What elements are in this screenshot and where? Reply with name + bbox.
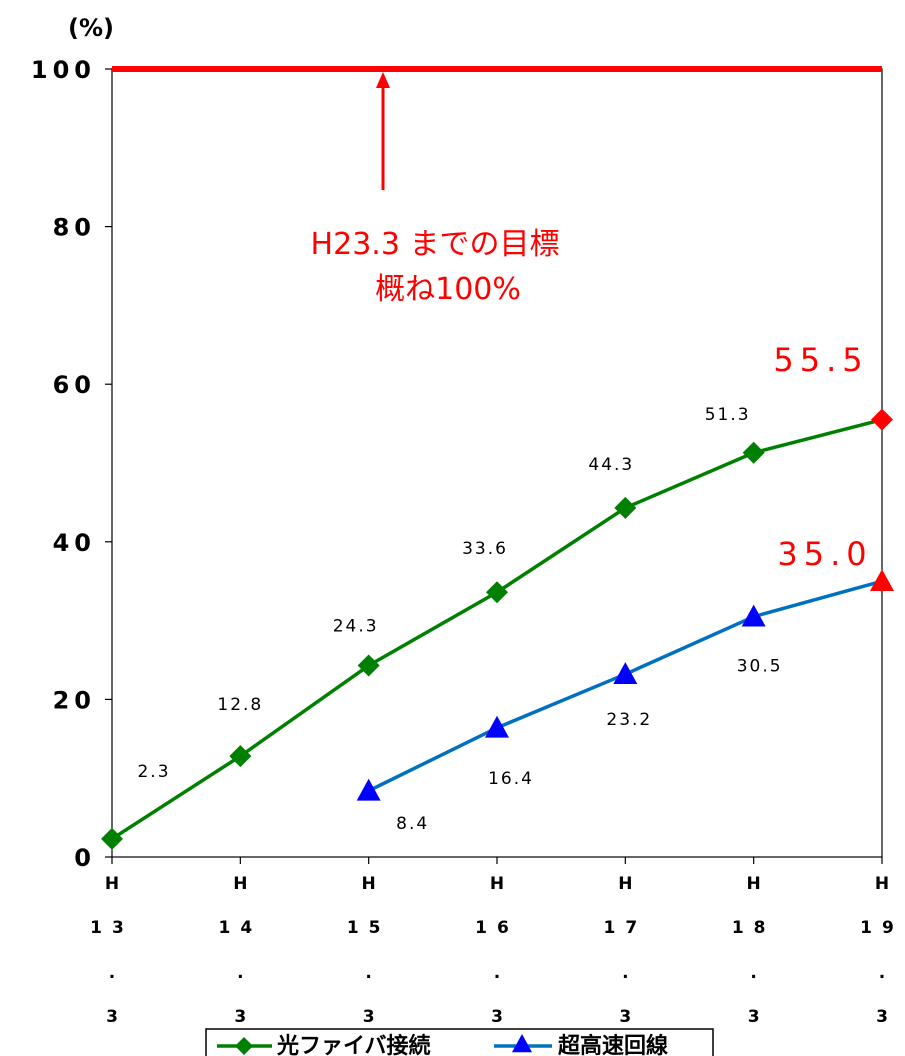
triangle-marker [512, 1034, 532, 1053]
data-label: 33.6 [462, 539, 508, 559]
x-tick-label: 3 [106, 1007, 118, 1027]
x-tick-label: H [618, 874, 632, 894]
diamond-marker [357, 654, 380, 677]
y-tick-label: 0 [74, 844, 96, 872]
y-tick-label: 60 [53, 371, 96, 399]
diamond-marker [486, 581, 508, 604]
data-labels: 2.3 12.8 24.3 33.6 44.3 51.3 55.5 8.4 16.4 23.2 30… [137, 341, 872, 834]
annotation-line: 概ね100% [375, 272, 521, 307]
x-tick-label: 3 [234, 1007, 246, 1027]
triangle-marker [356, 778, 381, 801]
x-tick-label: . [494, 963, 500, 983]
series-high-speed [356, 569, 894, 801]
x-tick-label: 13 [90, 918, 134, 938]
x-tick-label: 3 [619, 1007, 631, 1027]
series-line [367, 579, 883, 793]
x-tick-label: . [365, 963, 371, 983]
x-tick-label: 3 [748, 1007, 760, 1027]
x-tick-label: 3 [363, 1007, 375, 1027]
triangle-marker [741, 604, 766, 627]
target-arrow-head [376, 72, 390, 88]
y-tick-label: 20 [53, 686, 96, 714]
x-tick-label: . [750, 963, 756, 983]
x-tick-label: H [490, 874, 504, 894]
x-tick-label: 17 [603, 918, 647, 938]
y-tick-label: 80 [53, 214, 96, 242]
data-label: 51.3 [705, 405, 751, 425]
y-unit-label: (%) [68, 14, 114, 42]
data-label: 24.3 [333, 617, 379, 637]
series-group [101, 408, 894, 850]
data-label: 44.3 [588, 455, 634, 475]
diamond-marker [614, 496, 637, 519]
highlight-value-label: 55.5 [773, 341, 868, 379]
x-tick-label: . [622, 963, 628, 983]
x-tick-label: 16 [475, 918, 519, 938]
diamond-marker [229, 745, 252, 768]
y-tick-label: 100 [31, 56, 96, 84]
diamond-marker [871, 408, 893, 431]
y-tick-label: 40 [53, 529, 96, 557]
x-tick-label: H [105, 874, 119, 894]
x-tick-label: . [879, 963, 885, 983]
triangle-marker [485, 715, 509, 738]
series-fiber [101, 408, 893, 850]
x-tick-label: 19 [860, 918, 904, 938]
x-tick-label: H [875, 874, 889, 894]
data-label: 2.3 [137, 762, 170, 782]
x-tick-label: H [233, 874, 247, 894]
x-tick-label: . [109, 963, 115, 983]
data-label: 30.5 [737, 657, 783, 677]
highlight-value-label: 35.0 [777, 535, 872, 573]
x-tick-label: H [747, 874, 761, 894]
triangle-marker [613, 662, 638, 685]
data-label: 23.2 [606, 710, 652, 730]
x-tick-label: 15 [347, 918, 391, 938]
legend: 光ファイバ接続 超高速回線 [205, 1028, 714, 1056]
plot-frame [111, 68, 883, 858]
legend-label-fiber: 光ファイバ接続 [276, 1033, 431, 1056]
x-tick-label: 18 [732, 918, 776, 938]
data-label: 8.4 [396, 814, 429, 834]
annotation-line: H23.3 までの目標 [311, 227, 560, 262]
axes: 0 20 40 60 80 100 H 13. 3 H 14. 3 H 15. 3 H 16. 3 H 17. 3 H 18… [31, 56, 904, 1027]
x-tick-label: H [362, 874, 376, 894]
x-tick-label: 3 [876, 1007, 888, 1027]
legend-label-high-speed: 超高速回線 [558, 1033, 668, 1056]
x-tick-label: 14 [218, 918, 262, 938]
diamond-marker [742, 441, 765, 464]
data-label: 16.4 [488, 769, 534, 789]
x-tick-label: 3 [491, 1007, 503, 1027]
diamond-marker [235, 1037, 253, 1055]
data-label: 12.8 [217, 695, 263, 715]
x-tick-label: . [237, 963, 243, 983]
triangle-marker [870, 569, 894, 592]
legend-box [205, 1028, 714, 1056]
diamond-marker [101, 827, 123, 850]
